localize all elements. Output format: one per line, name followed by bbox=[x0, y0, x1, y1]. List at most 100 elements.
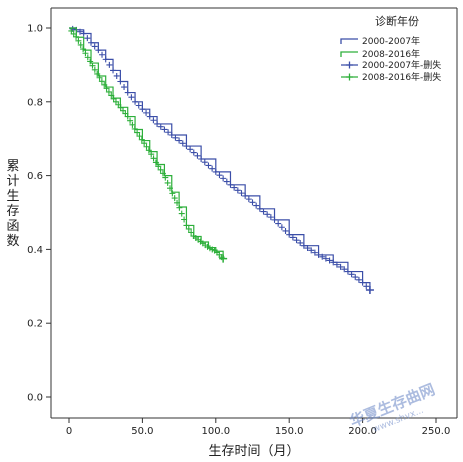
censor-mark-1 bbox=[80, 30, 87, 37]
censor-mark-1 bbox=[161, 126, 168, 133]
censor-mark-1 bbox=[234, 187, 241, 194]
censor-mark-2 bbox=[188, 229, 195, 236]
censor-mark-2 bbox=[166, 185, 173, 192]
censor-mark-1 bbox=[282, 227, 289, 234]
censor-mark-1 bbox=[135, 102, 142, 109]
censor-mark-1 bbox=[220, 175, 227, 182]
x-tick-label: 100.0 bbox=[201, 426, 230, 437]
censor-mark-1 bbox=[293, 237, 300, 244]
censor-mark-1 bbox=[110, 67, 117, 74]
legend-item-4: 2008-2016年-删失 bbox=[341, 71, 441, 83]
censor-mark-1 bbox=[271, 216, 278, 223]
series-layer bbox=[68, 25, 374, 294]
x-tick-label: 200.0 bbox=[348, 426, 377, 437]
censor-mark-1 bbox=[132, 98, 139, 105]
censor-mark-2 bbox=[80, 46, 87, 53]
censor-mark-2 bbox=[136, 133, 143, 140]
censor-mark-1 bbox=[150, 117, 157, 124]
plus-icon-green bbox=[346, 73, 353, 81]
censor-mark-1 bbox=[187, 146, 194, 153]
legend: 诊断年份 2000-2007年 2008-2016年 2000-2007年-删失… bbox=[340, 14, 441, 83]
censor-mark-1 bbox=[264, 211, 271, 218]
censor-mark-2 bbox=[152, 159, 159, 166]
censor-mark-2 bbox=[94, 70, 101, 77]
y-axis-title-char: 数 bbox=[6, 234, 19, 249]
censor-mark-1 bbox=[267, 214, 274, 221]
censor-mark-1 bbox=[223, 178, 230, 185]
censor-mark-2 bbox=[124, 113, 131, 120]
censor-mark-2 bbox=[89, 62, 96, 69]
censor-mark-2 bbox=[98, 78, 105, 85]
censor-mark-1 bbox=[315, 251, 322, 258]
censor-mark-2 bbox=[108, 92, 115, 99]
censor-mark-1 bbox=[297, 239, 304, 246]
x-tick-label: 50.0 bbox=[131, 426, 153, 437]
censor-mark-1 bbox=[77, 28, 84, 35]
censor-mark-2 bbox=[145, 147, 152, 154]
censor-mark-1 bbox=[201, 159, 208, 166]
censor-mark-2 bbox=[103, 85, 110, 92]
y-tick-label: 0.2 bbox=[27, 319, 43, 330]
y-axis-title-char: 生 bbox=[6, 189, 19, 204]
legend-swatch-step-green bbox=[340, 51, 358, 57]
censor-mark-1 bbox=[84, 35, 91, 42]
censor-mark-1 bbox=[212, 168, 219, 175]
censor-mark-1 bbox=[249, 199, 256, 206]
censor-mark-1 bbox=[286, 231, 293, 238]
censor-mark-1 bbox=[308, 247, 315, 254]
censor-mark-2 bbox=[141, 140, 148, 147]
censor-mark-2 bbox=[148, 151, 155, 158]
censor-mark-1 bbox=[198, 155, 205, 162]
censor-mark-2 bbox=[181, 216, 188, 223]
censor-mark-2 bbox=[75, 37, 82, 44]
censor-mark-1 bbox=[172, 134, 179, 141]
legend-title: 诊断年份 bbox=[375, 14, 419, 28]
y-tick-label: 1.0 bbox=[27, 24, 43, 35]
censor-mark-2 bbox=[159, 170, 166, 177]
series-line-2 bbox=[69, 27, 224, 259]
y-axis-title-char: 存 bbox=[6, 204, 19, 219]
censor-mark-1 bbox=[326, 257, 333, 264]
censor-mark-1 bbox=[183, 143, 190, 150]
legend-item-3: 2000-2007年-删失 bbox=[341, 59, 441, 71]
censor-mark-2 bbox=[169, 190, 176, 197]
censor-mark-1 bbox=[311, 249, 318, 256]
censor-mark-2 bbox=[178, 210, 185, 217]
censor-mark-1 bbox=[245, 196, 252, 203]
censor-mark-1 bbox=[165, 129, 172, 136]
censor-mark-1 bbox=[278, 224, 285, 231]
censor-mark-1 bbox=[117, 78, 124, 85]
y-axis-title-char: 累 bbox=[6, 159, 19, 174]
censor-mark-1 bbox=[91, 43, 98, 50]
censor-mark-2 bbox=[96, 74, 103, 81]
censor-mark-2 bbox=[162, 174, 169, 181]
censor-mark-2 bbox=[164, 179, 171, 186]
y-axis-title-char: 函 bbox=[6, 219, 19, 234]
censor-mark-2 bbox=[143, 143, 150, 150]
censor-mark-1 bbox=[260, 208, 267, 215]
censor-mark-2 bbox=[155, 163, 162, 170]
y-axis-ticks: 0.0 0.2 0.4 0.6 0.8 1.0 bbox=[27, 24, 51, 404]
censor-mark-2 bbox=[131, 125, 138, 132]
censor-mark-2 bbox=[127, 117, 134, 124]
censor-mark-1 bbox=[355, 276, 362, 283]
legend-swatch-step-blue bbox=[340, 38, 358, 44]
legend-item-1: 2000-2007年 bbox=[340, 35, 420, 47]
censor-mark-1 bbox=[322, 255, 329, 262]
censor-mark-2 bbox=[91, 66, 98, 73]
censor-mark-1 bbox=[95, 47, 102, 54]
censor-mark-1 bbox=[330, 259, 337, 266]
y-tick-label: 0.8 bbox=[27, 97, 43, 108]
censor-mark-1 bbox=[205, 162, 212, 169]
censor-mark-1 bbox=[106, 61, 113, 68]
censor-mark-1 bbox=[363, 283, 370, 290]
censor-mark-1 bbox=[209, 165, 216, 172]
x-axis-title: 生存时间（月） bbox=[208, 444, 299, 459]
censor-mark-1 bbox=[253, 202, 260, 209]
censor-mark-1 bbox=[231, 184, 238, 191]
legend-label-1: 2000-2007年 bbox=[362, 35, 420, 47]
censor-mark-1 bbox=[319, 253, 326, 260]
censor-mark-2 bbox=[134, 129, 141, 136]
censor-mark-1 bbox=[121, 84, 128, 91]
